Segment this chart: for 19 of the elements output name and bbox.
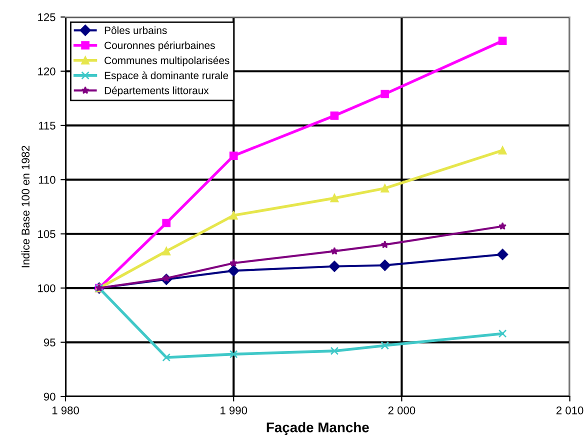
x-tick-label: 2 000 [388,406,416,414]
x-tick-label: 2 010 [556,406,584,414]
x-axis-title: Façade Manche [266,422,369,436]
legend-label: Départements littoraux [104,86,209,96]
y-tick-label: 120 [38,68,56,76]
y-tick-label: 125 [38,13,56,22]
legend-label: Communes multipolarisées [104,56,230,66]
x-tick-label: 1 980 [52,406,79,414]
y-axis-title: Indice Base 100 en 1982 [21,146,30,268]
legend-label: Couronnes périurbaines [104,41,215,52]
y-tick-label: 105 [38,230,56,238]
legend-label: Espace à dominante rurale [104,71,228,82]
y-tick-label: 90 [44,392,56,401]
x-tick-label: 1 990 [220,406,248,414]
y-tick-label: 95 [44,338,56,346]
legend-label: Pôles urbains [104,26,167,34]
y-tick-label: 100 [38,284,56,292]
y-tick-label: 110 [38,176,56,184]
y-tick-label: 115 [38,122,56,130]
